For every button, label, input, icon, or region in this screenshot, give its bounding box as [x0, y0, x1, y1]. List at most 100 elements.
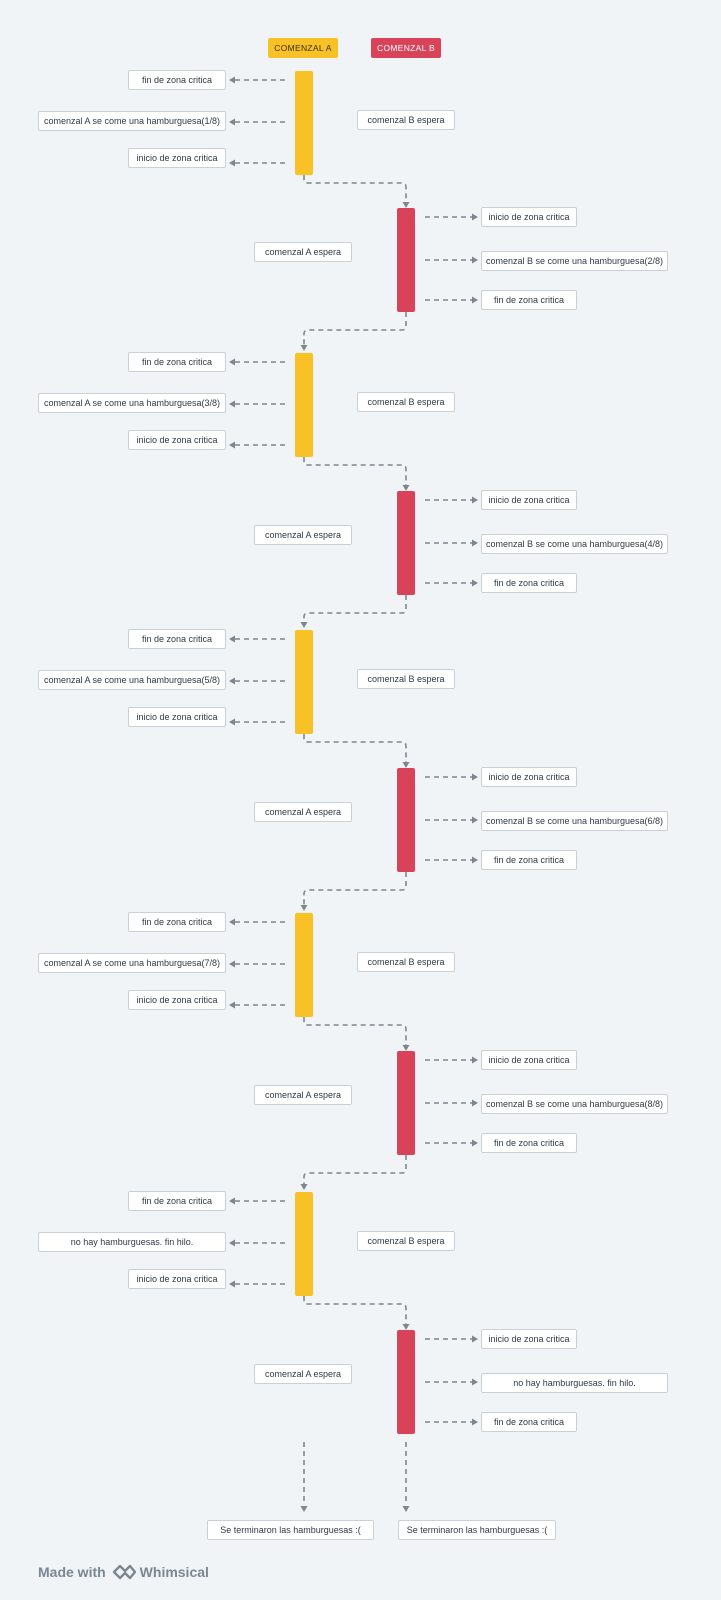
arrowhead-a-4-0 [229, 918, 235, 926]
end-note-b: Se terminaron las hamburguesas :( [398, 1520, 556, 1540]
note-a-inicio-3: inicio de zona critica [128, 707, 226, 727]
note-b-inicio-3: inicio de zona critica [481, 767, 577, 787]
arrowhead-b-3-1 [472, 816, 478, 824]
arrowhead-b-3-0 [472, 773, 478, 781]
made-with-label: Made with [38, 1564, 106, 1580]
activation-b-2 [397, 491, 415, 595]
whimsical-logo-icon [112, 1561, 136, 1583]
arrowhead-b-2-0 [472, 496, 478, 504]
activation-b-1 [397, 208, 415, 312]
arrowhead-a-5-0 [229, 1197, 235, 1205]
handoff-a-to-b-head-2 [402, 485, 410, 491]
arrowhead-b-5-0 [472, 1335, 478, 1343]
note-a-fin-5: fin de zona critica [128, 1191, 226, 1211]
activation-a-1 [295, 71, 313, 175]
arrowhead-b-4-2 [472, 1139, 478, 1147]
arrowhead-b-2-2 [472, 579, 478, 587]
arrowhead-b-2-1 [472, 539, 478, 547]
note-b-eat-3: comenzal B se come una hamburguesa(6/8) [481, 811, 668, 831]
note-b-espera-2: comenzal B espera [357, 392, 455, 412]
handoff-a-to-b-head-3 [402, 762, 410, 768]
handoff-a-to-b-4 [303, 1017, 407, 1045]
arrowhead-b-1-1 [472, 256, 478, 264]
handoff-b-to-a-4 [303, 1155, 407, 1184]
handoff-b-to-a-head-1 [300, 345, 308, 351]
final-a-head [300, 1506, 308, 1512]
arrowhead-b-5-2 [472, 1418, 478, 1426]
arrowhead-a-2-1 [229, 400, 235, 408]
activation-b-3 [397, 768, 415, 872]
arrowhead-b-4-1 [472, 1099, 478, 1107]
arrowhead-b-1-0 [472, 213, 478, 221]
note-a-fin-4: fin de zona critica [128, 912, 226, 932]
note-b-fin-5: fin de zona critica [481, 1412, 577, 1432]
note-b-eat-5: no hay hamburguesas. fin hilo. [481, 1373, 668, 1393]
note-a-espera-1: comenzal A espera [254, 242, 352, 262]
arrowhead-a-3-2 [229, 718, 235, 726]
note-a-espera-2: comenzal A espera [254, 525, 352, 545]
arrowhead-b-3-2 [472, 856, 478, 864]
note-a-eat-4: comenzal A se come una hamburguesa(7/8) [38, 953, 226, 973]
note-b-inicio-4: inicio de zona critica [481, 1050, 577, 1070]
arrowhead-a-2-0 [229, 358, 235, 366]
handoff-b-to-a-3 [303, 872, 407, 905]
note-a-inicio-4: inicio de zona critica [128, 990, 226, 1010]
note-a-fin-3: fin de zona critica [128, 629, 226, 649]
end-note-a: Se terminaron las hamburguesas :( [207, 1520, 374, 1540]
final-b-head [402, 1506, 410, 1512]
note-b-espera-1: comenzal B espera [357, 110, 455, 130]
note-a-fin-2: fin de zona critica [128, 352, 226, 372]
whimsical-footer[interactable]: Made with Whimsical [38, 1561, 209, 1583]
handoff-b-to-a-2 [303, 595, 407, 622]
note-a-inicio-1: inicio de zona critica [128, 148, 226, 168]
note-a-inicio-2: inicio de zona critica [128, 430, 226, 450]
whimsical-brand-label: Whimsical [139, 1564, 209, 1580]
note-b-espera-3: comenzal B espera [357, 669, 455, 689]
activation-a-4 [295, 913, 313, 1017]
arrowhead-a-4-1 [229, 960, 235, 968]
activation-b-4 [397, 1051, 415, 1155]
activation-a-2 [295, 353, 313, 457]
note-b-fin-3: fin de zona critica [481, 850, 577, 870]
note-b-inicio-5: inicio de zona critica [481, 1329, 577, 1349]
activation-a-5 [295, 1192, 313, 1296]
lane-header-comenzal-b: COMENZAL B [371, 38, 441, 58]
handoff-a-to-b-head-1 [402, 202, 410, 208]
note-b-fin-2: fin de zona critica [481, 573, 577, 593]
handoff-b-to-a-1 [303, 312, 407, 345]
note-a-eat-3: comenzal A se come una hamburguesa(5/8) [38, 670, 226, 690]
arrowhead-a-2-2 [229, 441, 235, 449]
activation-b-5 [397, 1330, 415, 1434]
handoff-a-to-b-head-5 [402, 1324, 410, 1330]
note-a-espera-3: comenzal A espera [254, 802, 352, 822]
handoff-b-to-a-head-3 [300, 905, 308, 911]
note-a-fin-1: fin de zona critica [128, 70, 226, 90]
handoff-b-to-a-head-4 [300, 1184, 308, 1190]
note-a-eat-1: comenzal A se come una hamburguesa(1/8) [38, 111, 226, 131]
arrowhead-a-1-0 [229, 76, 235, 84]
arrowhead-a-3-0 [229, 635, 235, 643]
arrowhead-b-5-1 [472, 1378, 478, 1386]
note-b-inicio-2: inicio de zona critica [481, 490, 577, 510]
handoff-b-to-a-head-2 [300, 622, 308, 628]
note-b-fin-4: fin de zona critica [481, 1133, 577, 1153]
note-a-inicio-5: inicio de zona critica [128, 1269, 226, 1289]
note-a-espera-4: comenzal A espera [254, 1085, 352, 1105]
lane-header-comenzal-a: COMENZAL A [268, 38, 338, 58]
arrowhead-a-5-1 [229, 1239, 235, 1247]
handoff-a-to-b-5 [303, 1296, 407, 1324]
note-b-inicio-1: inicio de zona critica [481, 207, 577, 227]
arrowhead-a-4-2 [229, 1001, 235, 1009]
note-b-fin-1: fin de zona critica [481, 290, 577, 310]
arrowhead-a-1-2 [229, 159, 235, 167]
arrowhead-a-1-1 [229, 118, 235, 126]
note-b-eat-2: comenzal B se come una hamburguesa(4/8) [481, 534, 668, 554]
note-a-espera-5: comenzal A espera [254, 1364, 352, 1384]
note-a-eat-2: comenzal A se come una hamburguesa(3/8) [38, 393, 226, 413]
note-a-eat-5: no hay hamburguesas. fin hilo. [38, 1232, 226, 1252]
handoff-a-to-b-2 [303, 457, 407, 485]
handoff-a-to-b-1 [303, 175, 407, 202]
handoff-a-to-b-3 [303, 734, 407, 762]
handoff-a-to-b-head-4 [402, 1045, 410, 1051]
